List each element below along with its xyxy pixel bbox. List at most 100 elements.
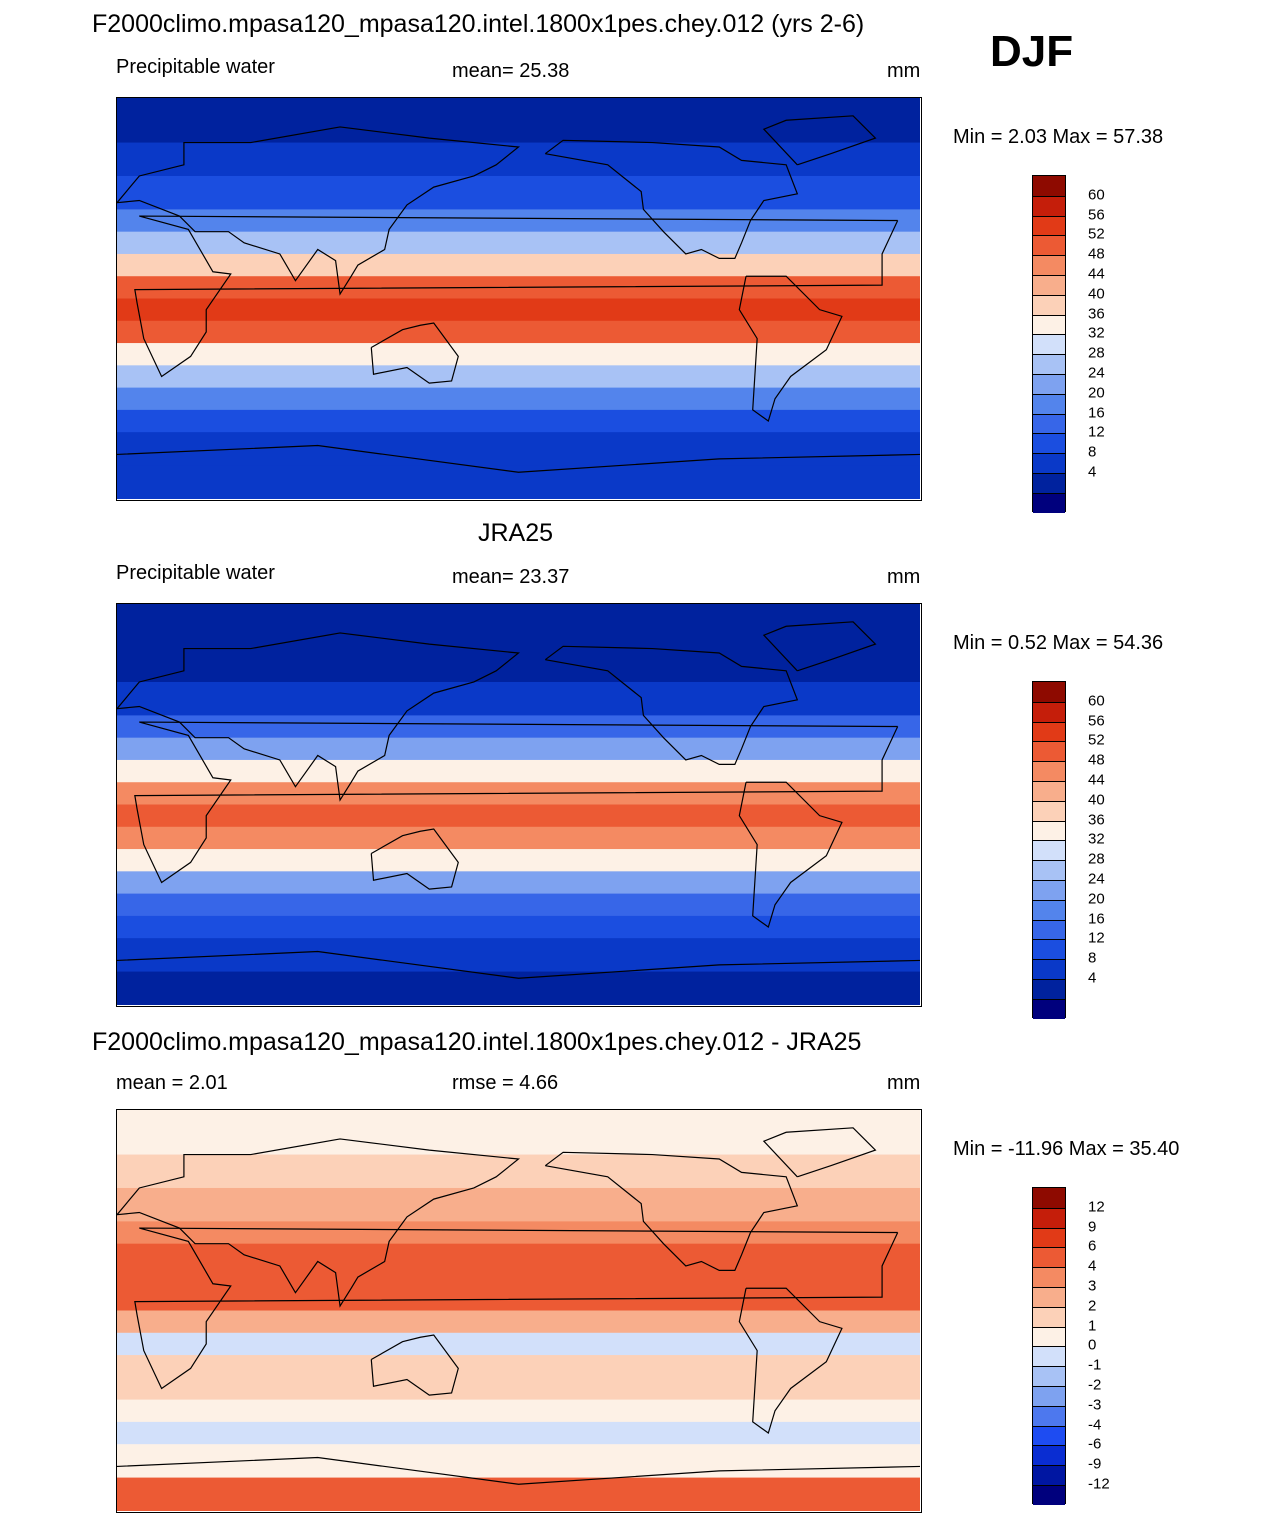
colorbar-tick-label: 24: [1088, 870, 1105, 888]
colorbar-tick-label: -2: [1088, 1376, 1102, 1394]
panel1-units: mm: [887, 60, 921, 82]
zonal-band-11: [117, 365, 920, 389]
colorbar-frame: [1032, 175, 1066, 514]
colorbar-tick-label: 3: [1088, 1277, 1097, 1295]
colorbar-divider: [1033, 800, 1065, 802]
colorbar-segment: [1033, 721, 1065, 742]
colorbar-segment: [1033, 1386, 1065, 1407]
colorbar-divider: [1033, 701, 1065, 703]
zonal-band-1: [117, 604, 920, 650]
colorbar-segment: [1033, 195, 1065, 217]
colorbar-divider: [1033, 761, 1065, 763]
colorbar-divider: [1033, 1287, 1065, 1288]
zonal-band-9: [117, 320, 920, 344]
coastline-7: [117, 950, 920, 979]
colorbar-tick-label: 52: [1088, 225, 1105, 243]
colorbar-divider: [1033, 919, 1065, 921]
colorbar-segment: [1033, 314, 1065, 335]
colorbar-divider: [1033, 1445, 1065, 1447]
colorbar-divider: [1033, 1366, 1065, 1368]
zonal-band-3: [117, 681, 920, 716]
colorbar-tick-label: 16: [1088, 404, 1105, 422]
coastline-5: [738, 275, 843, 423]
colorbar-divider: [1033, 235, 1065, 237]
colorbar-tick-label: 12: [1088, 1198, 1105, 1216]
colorbar-divider: [1033, 1247, 1065, 1249]
coastline-2: [117, 126, 521, 296]
colorbar-segment: [1033, 899, 1065, 921]
panel2-title: JRA25: [478, 519, 554, 547]
colorbar-divider: [1033, 1267, 1065, 1269]
colorbar-divider: [1033, 354, 1065, 356]
colorbar-segment: [1033, 860, 1065, 881]
colorbar-segment: [1033, 473, 1065, 494]
zonal-band-11: [117, 871, 920, 895]
map-field-3: [117, 1110, 920, 1511]
colorbar-segment: [1033, 761, 1065, 782]
zonal-band-4: [117, 715, 920, 739]
coastline-1: [134, 215, 899, 378]
colorbar-tick-label: 48: [1088, 751, 1105, 769]
colorbar-segment: [1033, 413, 1065, 434]
colorbar-divider: [1033, 195, 1065, 197]
colorbar-tick-label: 32: [1088, 324, 1105, 342]
colorbar-divider: [1033, 741, 1065, 743]
zonal-band-12: [117, 1399, 920, 1423]
zonal-band-6: [117, 759, 920, 783]
colorbar-tick-label: 8: [1088, 443, 1097, 461]
panel3-title: F2000climo.mpasa120_mpasa120.intel.1800x…: [92, 1028, 862, 1056]
zonal-band-14: [117, 1444, 920, 1479]
colorbar-divider: [1033, 215, 1065, 217]
zonal-band-5: [117, 231, 920, 255]
zonal-band-15: [117, 1477, 920, 1511]
colorbar-divider: [1033, 1326, 1065, 1328]
panel2-variable-label: Precipitable water: [116, 562, 275, 584]
colorbar-tick-label: -12: [1088, 1475, 1110, 1493]
colorbar-segment: [1033, 998, 1065, 1020]
colorbar-segment: [1033, 433, 1065, 454]
colorbar-tick-label: -3: [1088, 1396, 1102, 1414]
colorbar-segment: [1033, 176, 1065, 197]
colorbar-tick-label: 52: [1088, 731, 1105, 749]
coastline-1: [134, 721, 899, 884]
zonal-band-9: [117, 826, 920, 850]
colorbar-segment: [1033, 492, 1065, 514]
coastline-6: [762, 1127, 877, 1178]
colorbar-segment: [1033, 1346, 1065, 1367]
colorbar-divider: [1033, 880, 1065, 881]
colorbar-divider: [1033, 413, 1065, 415]
colorbar-divider: [1033, 393, 1065, 395]
coastline-7: [117, 1456, 920, 1485]
coastline-3: [370, 1334, 459, 1396]
zonal-band-2: [117, 142, 920, 177]
colorbar-segment: [1033, 215, 1065, 236]
panel2-minmax: Min = 0.52 Max = 54.36: [953, 632, 1164, 654]
colorbar-divider: [1033, 959, 1065, 961]
colorbar-tick-label: 60: [1088, 186, 1105, 204]
colorbar-segment: [1033, 979, 1065, 1000]
zonal-band-3: [117, 175, 920, 210]
colorbar-tick-label: 4: [1088, 969, 1097, 987]
colorbar-tick-label: -4: [1088, 1416, 1102, 1434]
colorbar-segment: [1033, 1425, 1065, 1446]
colorbar-segment: [1033, 800, 1065, 822]
colorbar-divider: [1033, 1227, 1065, 1229]
panel1-title: F2000climo.mpasa120_mpasa120.intel.1800x…: [92, 10, 865, 38]
colorbar-divider: [1033, 453, 1065, 455]
zonal-band-5: [117, 737, 920, 761]
coastline-2: [117, 632, 521, 802]
colorbar-divider: [1033, 998, 1065, 1000]
colorbar-tick-label: 56: [1088, 206, 1105, 224]
panel2-map: [116, 603, 922, 1007]
colorbar-segment: [1033, 1267, 1065, 1288]
colorbar-segment: [1033, 374, 1065, 395]
colorbar-divider: [1033, 979, 1065, 980]
panel3-mean-label: mean = 2.01: [116, 1072, 228, 1094]
colorbar-divider: [1033, 899, 1065, 901]
zonal-band-12: [117, 893, 920, 917]
colorbar-segment: [1033, 1485, 1065, 1506]
colorbar-tick-label: 0: [1088, 1336, 1097, 1354]
colorbar-tick-label: 28: [1088, 344, 1105, 362]
colorbar-divider: [1033, 820, 1065, 822]
coastline-4: [544, 139, 799, 259]
